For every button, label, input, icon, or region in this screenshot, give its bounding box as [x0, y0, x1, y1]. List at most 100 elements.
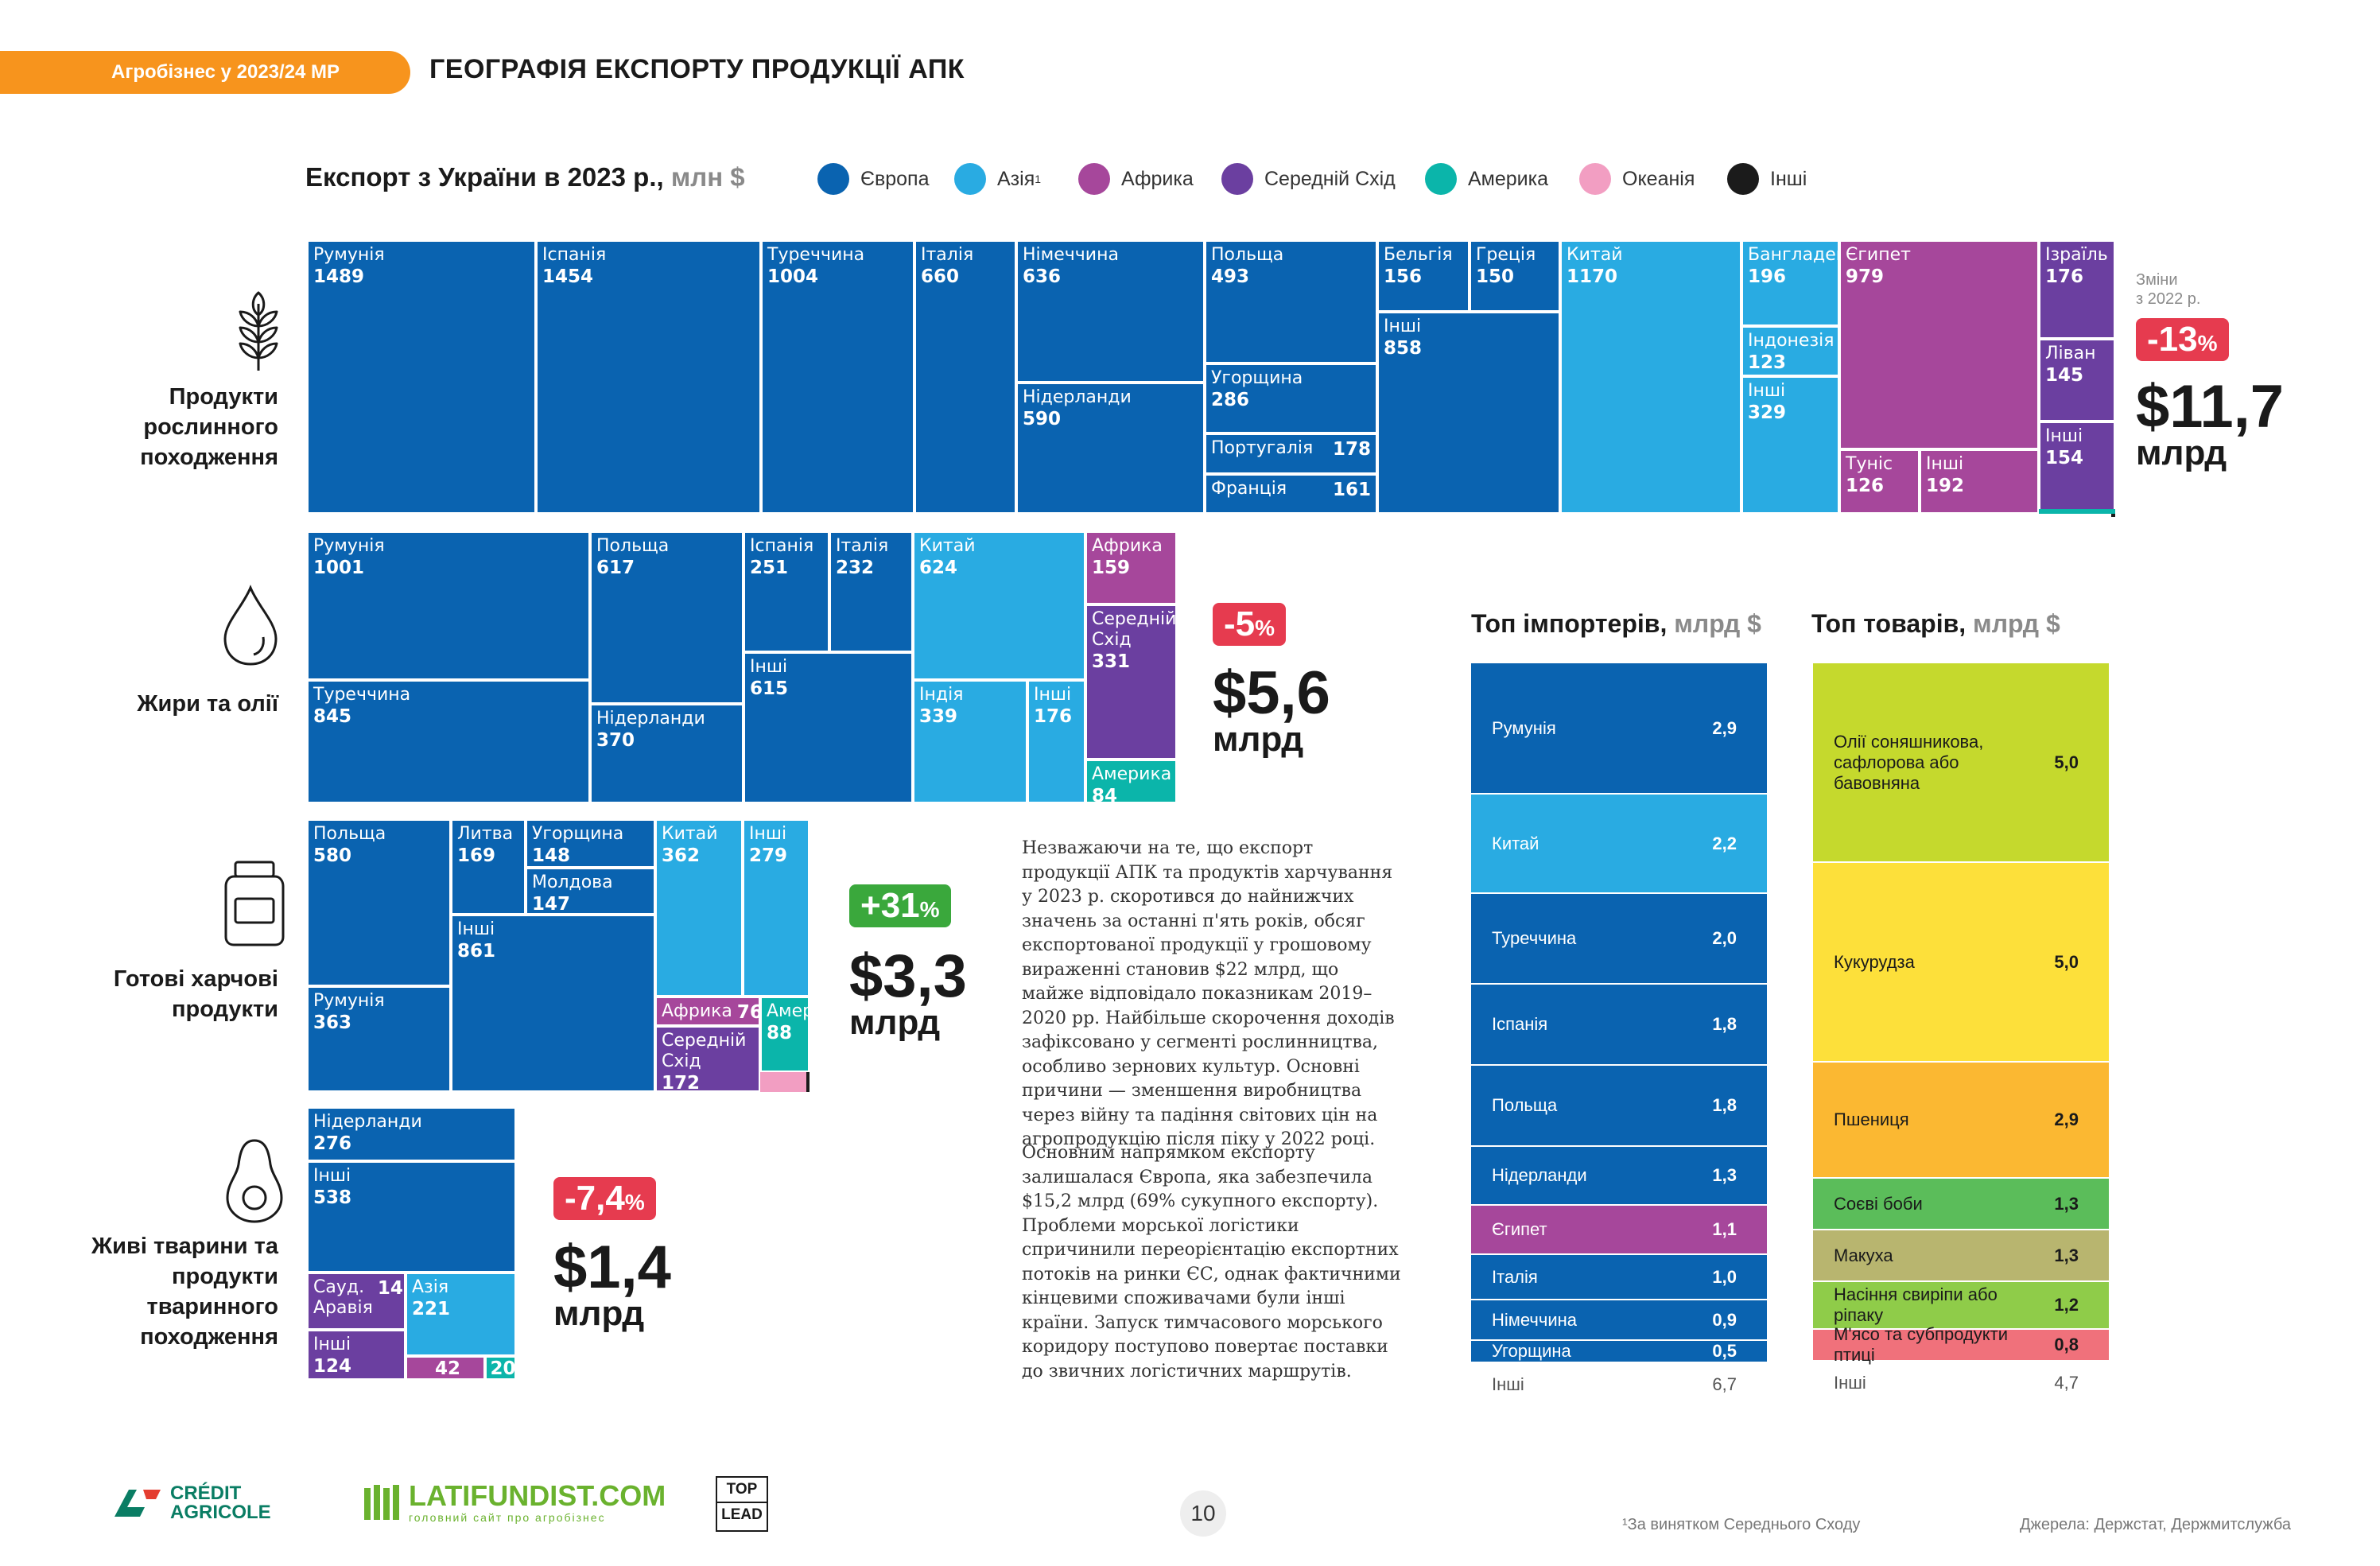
total-unit-food: млрд — [849, 1003, 941, 1042]
change-value-food: +31 — [860, 886, 920, 925]
cell-value: 590 — [1023, 409, 1062, 429]
cell-value: 370 — [596, 730, 635, 751]
legend-swatch — [817, 163, 849, 195]
treemap-cell: Інші 861 — [451, 915, 655, 1092]
cell-name: Молдова — [532, 872, 613, 892]
treemap-cell: Америка88 — [760, 997, 810, 1072]
legend-swatch — [1425, 163, 1457, 195]
treemap-cell: Індія 339 — [913, 680, 1027, 803]
cell-value: 150 — [1476, 266, 1515, 287]
cell-value: 76 — [736, 1002, 760, 1023]
cell-name: Бангладеш — [1748, 245, 1838, 265]
cell-value: 1454 — [542, 266, 594, 287]
cell-name: Польща — [1211, 245, 1284, 265]
legend-item: Океанія — [1579, 163, 1695, 195]
bar-segment: Кукурудза 5,0 — [1813, 863, 2109, 1063]
legend-swatch — [1727, 163, 1759, 195]
cell-name: Туніс — [1846, 454, 1893, 474]
bar-segment: Румунія 2,9 — [1471, 663, 1767, 795]
cell-name: Іспанія — [750, 536, 814, 556]
change-badge-fats: -5% — [1213, 603, 1287, 646]
treemap-cell: Туреччина 845 — [307, 680, 590, 803]
cell-name: Китай — [1567, 245, 1623, 265]
cell-name: Нідерланди — [1023, 387, 1132, 407]
treemap-cell: Азія 221 — [406, 1273, 516, 1356]
cell-name: Середній Схід — [662, 1031, 747, 1071]
treemap-cell: Єгипет 979 — [1839, 240, 2039, 449]
cell-name: Інші — [313, 1166, 351, 1186]
change-value-fats: -5 — [1224, 604, 1256, 643]
treemap-sliver — [2111, 514, 2115, 517]
cell-value: 251 — [750, 558, 789, 578]
chart-title-text: Експорт з України в 2023 р., — [305, 162, 664, 192]
treemap-cell: Румунія 363 — [307, 986, 451, 1092]
credit-agricole-logo[interactable]: CRÉDIT AGRICOLE — [111, 1484, 271, 1522]
legend-item: Середній Схід — [1221, 163, 1396, 195]
cell-value: 279 — [749, 845, 788, 866]
cell-value: 159 — [1092, 558, 1131, 578]
credit-agricole-line1: CRÉDIT — [170, 1482, 242, 1504]
treemap-cell: Інші 192 — [1920, 449, 2039, 514]
cell-value: 276 — [313, 1133, 352, 1154]
bar-value: 2,0 — [1712, 928, 1737, 948]
treemap-cell: Польща 493 — [1205, 240, 1377, 363]
cell-value: 176 — [1034, 706, 1073, 727]
change-unit-food: % — [919, 897, 940, 922]
treemap-sliver — [806, 1072, 810, 1092]
legend-label: Інші — [1770, 167, 1807, 190]
toplead-line1: TOP — [726, 1481, 758, 1498]
bar-value: 2,2 — [1712, 833, 1737, 853]
cell-name: Греція — [1476, 245, 1536, 265]
cell-name: Португалія — [1211, 438, 1314, 458]
latifundist-logo[interactable]: LATIFUNDIST.COM головний сайт про агробі… — [363, 1481, 666, 1524]
bar-label: Німеччина — [1492, 1309, 1578, 1330]
treemap-cell: Бельгія 156 — [1377, 240, 1470, 312]
bar-label: Пшениця — [1834, 1109, 1909, 1129]
section-badge: Агробізнес у 2023/24 МР — [0, 51, 410, 94]
total-unit-fats: млрд — [1213, 720, 1304, 759]
bar-segment: Іспанія 1,8 — [1471, 985, 1767, 1066]
bar-other-row: Інші 6,7 — [1471, 1374, 1767, 1395]
cell-value: 580 — [313, 845, 352, 866]
cell-value: 1489 — [313, 266, 365, 287]
bar-value: 0,9 — [1712, 1309, 1737, 1330]
cell-value: 145 — [2045, 365, 2084, 386]
cell-value: 172 — [662, 1073, 701, 1092]
toplead-logo[interactable]: TOP LEAD — [716, 1476, 768, 1532]
treemap-cell: Індонезія 123 — [1741, 326, 1839, 376]
treemap-cell: Інші 279 — [743, 819, 810, 997]
cell-name: Єгипет — [1846, 245, 1911, 265]
treemap-cell: Китай 624 — [913, 531, 1085, 680]
cell-value: 196 — [1748, 266, 1787, 287]
bar-value: 1,3 — [2054, 1193, 2079, 1214]
changes-note: Зміни з 2022 р. — [2136, 271, 2201, 308]
cell-name: Китай — [662, 824, 718, 844]
legend-label: Європа — [860, 167, 930, 190]
cell-value: 624 — [919, 558, 958, 578]
cell-value: 636 — [1023, 266, 1062, 287]
treemap-cell: Молдова 147 — [526, 868, 655, 915]
credit-agricole-line2: AGRICOLE — [170, 1502, 271, 1523]
bar-segment: Німеччина 0,9 — [1471, 1300, 1767, 1341]
change-value-animal: -7,4 — [565, 1179, 625, 1218]
cell-name: Угорщина — [532, 824, 624, 844]
cell-value: 84 — [1092, 786, 1118, 803]
total-animal: $1,4 — [553, 1234, 671, 1301]
cell-name: Інші — [313, 1335, 351, 1354]
cell-value: 362 — [662, 845, 701, 866]
bar-label: Китай — [1492, 833, 1539, 853]
legend-item: Африка — [1078, 163, 1194, 195]
cell-name: Індонезія — [1748, 331, 1835, 351]
total-plant: $11,7 — [2136, 373, 2284, 441]
bar-label: Туреччина — [1492, 928, 1577, 948]
treemap-cell: Польща 617 — [590, 531, 744, 704]
treemap-cell: Португалія 178 — [1205, 433, 1377, 474]
bar-segment: Угорщина 0,5 — [1471, 1341, 1767, 1363]
page-title: ГЕОГРАФІЯ ЕКСПОРТУ ПРОДУКЦІЇ АПК — [429, 54, 965, 84]
cell-name: Литва — [457, 824, 514, 844]
cell-value: 363 — [313, 1012, 352, 1033]
bar-segment: Насіння свиріпи або ріпаку 1,2 — [1813, 1282, 2109, 1330]
credit-agricole-icon — [115, 1490, 161, 1517]
treemap-cell: Греція 150 — [1470, 240, 1560, 312]
total-food: $3,3 — [849, 942, 967, 1010]
